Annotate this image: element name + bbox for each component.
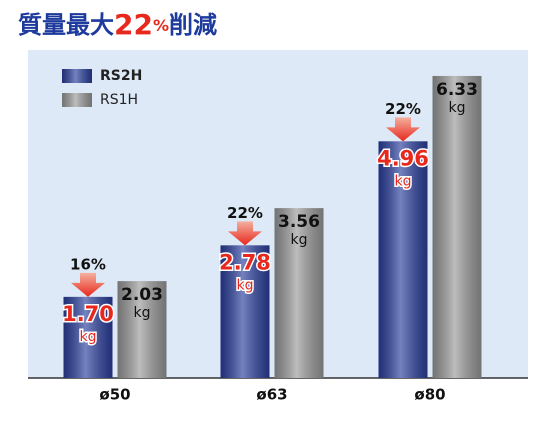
- bar-shine: [117, 281, 167, 378]
- x-tick-label: ø50: [99, 386, 130, 404]
- reduction-arrow: [71, 272, 105, 297]
- unit-label: kg: [80, 329, 97, 345]
- unit-label: kg: [395, 173, 412, 189]
- unit-label: kg: [449, 100, 466, 116]
- value-label: 4.96: [377, 146, 429, 170]
- bar-shine: [274, 208, 324, 378]
- bar-shine: [432, 75, 482, 379]
- legend-shine: [62, 69, 92, 83]
- title-part: 質量最大: [18, 11, 114, 39]
- bar-shine: [63, 296, 113, 378]
- value-label: 6.33: [436, 80, 478, 100]
- x-tick-label: ø63: [256, 386, 287, 404]
- title-part: 削減: [169, 11, 217, 39]
- legend-shine: [62, 93, 92, 107]
- value-label: 1.70: [62, 302, 114, 326]
- reduction-label: 22%: [385, 100, 421, 118]
- title-part: %: [153, 16, 169, 35]
- reduction-label: 22%: [227, 204, 263, 222]
- value-label: 2.03: [121, 285, 163, 305]
- unit-label: kg: [291, 232, 308, 248]
- legend-label: RS2H: [100, 68, 142, 84]
- legend-label: RS1H: [100, 92, 138, 108]
- x-tick-label: ø80: [414, 386, 445, 404]
- value-label: 3.56: [278, 212, 320, 232]
- chart-title: 質量最大22%削減: [18, 8, 217, 41]
- bar-shine: [220, 245, 270, 378]
- value-label: 2.78: [219, 250, 271, 274]
- bar-shine: [378, 141, 428, 378]
- reduction-arrow: [386, 117, 420, 142]
- reduction-arrow: [228, 221, 262, 246]
- unit-label: kg: [237, 277, 254, 293]
- reduction-label: 16%: [70, 255, 106, 273]
- unit-label: kg: [134, 305, 151, 321]
- title-part: 22: [114, 8, 153, 41]
